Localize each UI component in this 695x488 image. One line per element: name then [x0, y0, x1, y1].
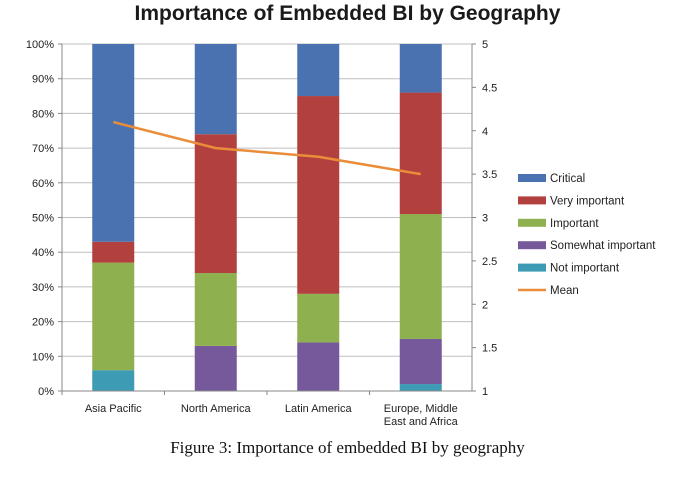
- bar-not-important: [92, 370, 135, 391]
- left-tick-label: 10%: [32, 351, 54, 363]
- legend-label: Critical: [550, 173, 585, 185]
- bar-critical: [399, 44, 442, 93]
- legend-swatch-not-important: [518, 263, 546, 272]
- bar-somewhat-important: [399, 338, 442, 385]
- right-tick-label: 1: [482, 386, 488, 398]
- bar-critical: [194, 44, 237, 135]
- category-label: Latin America: [285, 403, 353, 415]
- legend-label: Somewhat important: [550, 240, 656, 252]
- left-tick-label: 60%: [32, 178, 54, 190]
- left-tick-label: 40%: [32, 247, 54, 259]
- left-tick-label: 20%: [32, 317, 54, 329]
- bar-important: [297, 293, 340, 343]
- legend-swatch-critical: [518, 174, 546, 182]
- bar-very-important: [297, 96, 340, 294]
- left-tick-label: 0%: [38, 386, 54, 398]
- category-label: North America: [181, 403, 252, 415]
- bar-important: [92, 262, 135, 371]
- bar-very-important: [194, 134, 237, 274]
- legend-label: Not important: [550, 263, 620, 275]
- left-tick-label: 70%: [32, 143, 54, 155]
- bar-important: [194, 273, 237, 346]
- legend-swatch-important: [518, 218, 546, 227]
- legend-label: Mean: [550, 285, 579, 297]
- bar-important: [399, 214, 442, 339]
- bar-critical: [92, 44, 135, 242]
- left-tick-label: 50%: [32, 213, 54, 225]
- bar-somewhat-important: [297, 342, 340, 391]
- bar-critical: [297, 44, 340, 97]
- legend-label: Very important: [550, 195, 625, 207]
- mean-line: [112, 120, 421, 176]
- right-tick-label: 3: [482, 213, 488, 225]
- right-tick-label: 2: [482, 299, 488, 311]
- figure-caption: Figure 3: Importance of embedded BI by g…: [170, 438, 525, 457]
- legend-swatch-somewhat-important: [518, 241, 546, 250]
- right-tick-label: 3.5: [482, 169, 497, 181]
- left-tick-label: 30%: [32, 282, 54, 294]
- category-label: Asia Pacific: [85, 403, 142, 415]
- legend-swatch-very-important: [518, 196, 546, 205]
- chart-title: Importance of Embedded BI by Geography: [134, 2, 561, 25]
- category-label: Europe, Middle: [384, 403, 458, 415]
- right-tick-label: 4: [482, 126, 488, 138]
- category-label: East and Africa: [384, 416, 459, 428]
- right-tick-label: 5: [482, 39, 488, 51]
- bar-not-important: [399, 384, 442, 391]
- right-tick-label: 1.5: [482, 343, 497, 355]
- mean-line-path: [112, 120, 421, 176]
- legend: Critical Very important Important Somewhat …: [518, 173, 656, 297]
- left-tick-label: 80%: [32, 108, 54, 120]
- bar-somewhat-important: [194, 345, 237, 391]
- right-tick-label: 4.5: [482, 82, 497, 94]
- bar-very-important: [92, 241, 135, 263]
- axes: 0% 10% 20% 30% 40% 50% 60% 70% 80% 90% 100% 1 1.5 2 2.…: [26, 39, 497, 428]
- bars: [92, 44, 442, 391]
- left-tick-label: 90%: [32, 74, 54, 86]
- left-tick-label: 100%: [26, 39, 54, 51]
- bar-very-important: [399, 92, 442, 215]
- legend-label: Important: [550, 218, 599, 230]
- right-tick-label: 2.5: [482, 256, 497, 268]
